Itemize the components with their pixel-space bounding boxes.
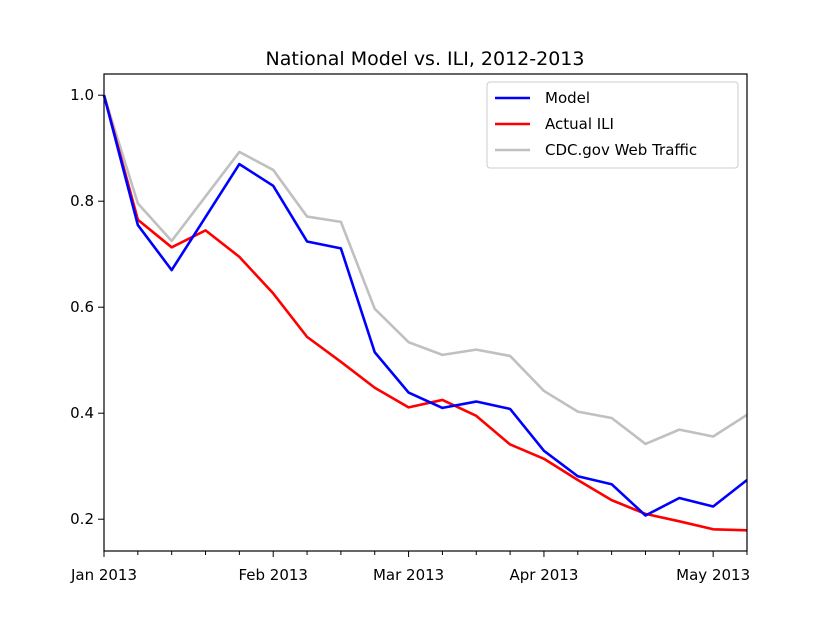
legend-label: CDC.gov Web Traffic — [545, 141, 697, 159]
x-tick-label: Apr 2013 — [509, 566, 578, 584]
legend-label: Actual ILI — [545, 115, 614, 133]
y-tick-label: 0.2 — [70, 510, 94, 528]
legend-box — [486, 81, 739, 169]
series-line-cdc-gov-web-traffic — [102, 94, 748, 446]
legend: Model Actual ILI CDC.gov Web Traffic — [486, 81, 739, 169]
legend-label: Model — [545, 89, 590, 107]
axes: 0.2 0.4 0.6 0.8 1.0 Jan 2013 Feb 2013 Mar 2013 A… — [70, 86, 750, 584]
plot-series — [102, 94, 748, 532]
x-tick-label: Mar 2013 — [373, 566, 444, 584]
plot-frame — [103, 73, 748, 552]
x-tick-label: Jan 2013 — [70, 566, 137, 584]
y-tick-label: 0.6 — [70, 298, 94, 316]
x-tick-label: May 2013 — [676, 566, 750, 584]
y-tick-label: 1.0 — [70, 86, 94, 104]
series-line-model — [102, 94, 748, 517]
chart-title: National Model vs. ILI, 2012-2013 — [266, 48, 585, 70]
y-tick-label: 0.8 — [70, 192, 94, 210]
x-tick-label: Feb 2013 — [238, 566, 308, 584]
y-tick-label: 0.4 — [70, 404, 94, 422]
